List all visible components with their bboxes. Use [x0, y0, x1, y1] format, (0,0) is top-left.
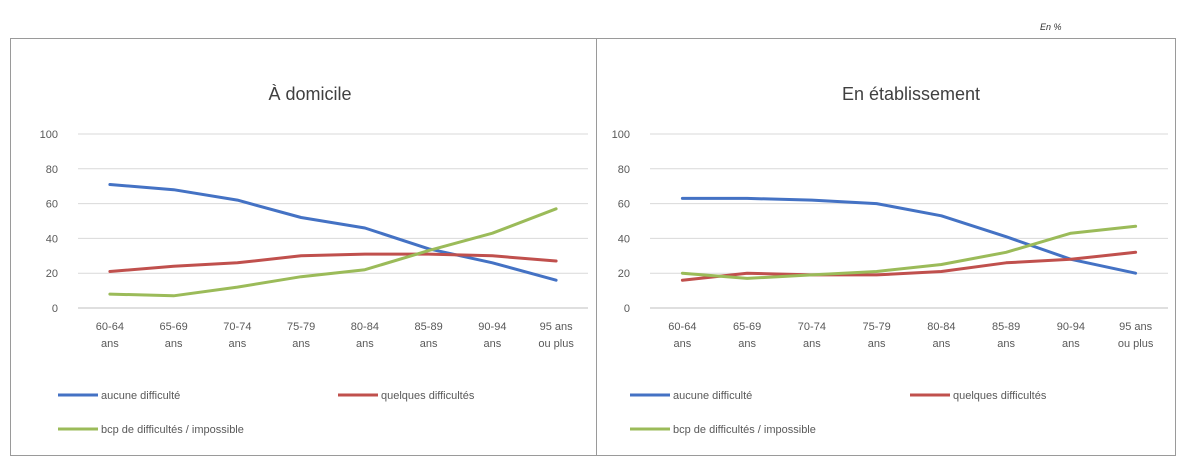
x-tick-label: 65-69: [733, 321, 761, 333]
legend-label: quelques difficultés: [381, 390, 475, 402]
legend-label: aucune difficulté: [673, 390, 752, 402]
x-tick-label: ans: [868, 338, 886, 350]
y-tick-label: 100: [612, 129, 630, 141]
x-tick-label: ans: [674, 338, 692, 350]
y-tick-label: 20: [618, 268, 630, 280]
legend-label: bcp de difficultés / impossible: [101, 424, 244, 436]
y-tick-label: 40: [618, 233, 630, 245]
series-line: [108, 183, 558, 282]
series-line: [680, 250, 1138, 282]
x-tick-label: 80-84: [351, 321, 379, 333]
series-line: [680, 196, 1138, 275]
x-tick-label: 60-64: [668, 321, 696, 333]
x-tick-label: 70-74: [798, 321, 826, 333]
x-tick-label: 95 ans: [1119, 321, 1153, 333]
series-line: [108, 207, 558, 298]
legend-label: quelques difficultés: [953, 390, 1047, 402]
x-tick-label: 80-84: [927, 321, 955, 333]
x-tick-label: 85-89: [992, 321, 1020, 333]
x-tick-label: 95 ans: [540, 321, 574, 333]
chart-title: En établissement: [842, 84, 980, 104]
x-tick-label: ans: [933, 338, 951, 350]
x-tick-label: ans: [229, 338, 247, 350]
x-tick-label: 75-79: [287, 321, 315, 333]
x-tick-label: 60-64: [96, 321, 124, 333]
x-tick-label: ans: [738, 338, 756, 350]
legend-label: bcp de difficultés / impossible: [673, 424, 816, 436]
x-tick-label: 70-74: [223, 321, 251, 333]
y-tick-label: 0: [52, 303, 58, 315]
legend-label: aucune difficulté: [101, 390, 180, 402]
chart-domicile: À domicile 100 80 60 40 20 0 60-64 ans 65-69 ans 70…: [40, 84, 588, 436]
x-tick-label: ans: [484, 338, 502, 350]
chart-etablissement: En établissement 100 80 60 40 20 0 60-64 ans 65-6…: [612, 84, 1168, 436]
x-tick-label: 90-94: [1057, 321, 1085, 333]
y-tick-label: 20: [46, 268, 58, 280]
x-tick-label: 75-79: [863, 321, 891, 333]
y-tick-label: 0: [624, 303, 630, 315]
y-tick-label: 60: [618, 199, 630, 211]
y-tick-label: 60: [46, 199, 58, 211]
chart-panel-frame-etablissement: [596, 38, 1176, 456]
y-tick-label: 100: [40, 129, 58, 141]
series-line: [680, 224, 1138, 280]
x-tick-label: ans: [101, 338, 119, 350]
x-tick-label: ans: [165, 338, 183, 350]
x-tick-label: ans: [420, 338, 438, 350]
x-tick-label: ou plus: [538, 338, 574, 350]
chart-title: À domicile: [268, 84, 351, 104]
y-tick-label: 80: [46, 164, 58, 176]
x-tick-label: 65-69: [160, 321, 188, 333]
x-tick-label: ans: [803, 338, 821, 350]
y-tick-label: 40: [46, 233, 58, 245]
x-tick-label: ans: [292, 338, 310, 350]
unit-note: En %: [1040, 22, 1062, 32]
series-line: [108, 252, 558, 273]
x-tick-label: ans: [1062, 338, 1080, 350]
x-tick-label: ans: [356, 338, 374, 350]
y-tick-label: 80: [618, 164, 630, 176]
x-tick-label: 85-89: [415, 321, 443, 333]
x-tick-label: ou plus: [1118, 338, 1154, 350]
x-tick-label: ans: [997, 338, 1015, 350]
x-tick-label: 90-94: [478, 321, 506, 333]
